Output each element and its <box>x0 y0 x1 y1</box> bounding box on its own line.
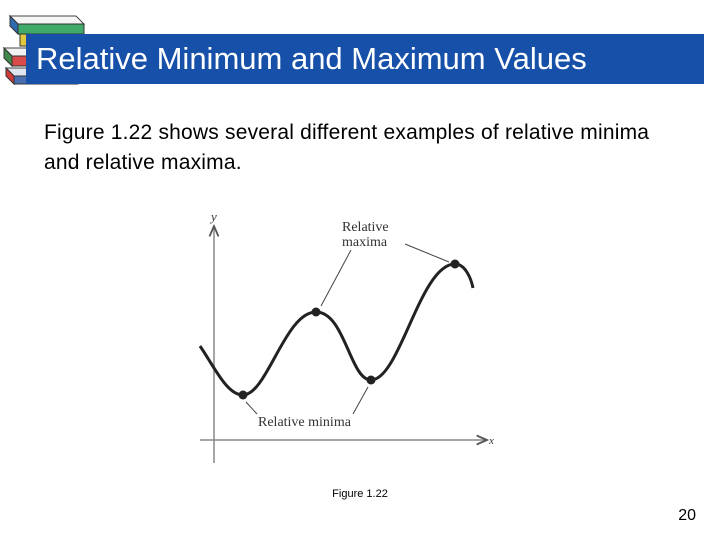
maxima-label-line2: maxima <box>342 235 388 250</box>
title-bar <box>26 34 704 84</box>
figure-caption: Figure 1.22 <box>332 488 388 500</box>
relative-extrema-figure: y x Relative maxima Relative minima <box>198 209 494 463</box>
maxima-leader <box>404 243 450 263</box>
relative-min-point <box>366 375 376 385</box>
x-axis-label: x <box>488 435 494 447</box>
relative-max-point <box>450 259 460 269</box>
minima-leader <box>352 386 369 415</box>
page-number: 20 <box>678 507 696 524</box>
slide-title: Relative Minimum and Maximum Values <box>36 41 587 76</box>
body-paragraph: Figure 1.22 shows several different exam… <box>44 121 650 174</box>
maxima-label-line1: Relative <box>342 220 389 235</box>
minima-leader <box>245 401 258 415</box>
function-curve <box>198 262 475 397</box>
minima-label: Relative minima <box>258 415 352 430</box>
relative-min-point <box>238 390 248 400</box>
relative-max-point <box>311 307 321 317</box>
y-axis-label: y <box>209 209 217 224</box>
maxima-leader <box>320 249 352 307</box>
